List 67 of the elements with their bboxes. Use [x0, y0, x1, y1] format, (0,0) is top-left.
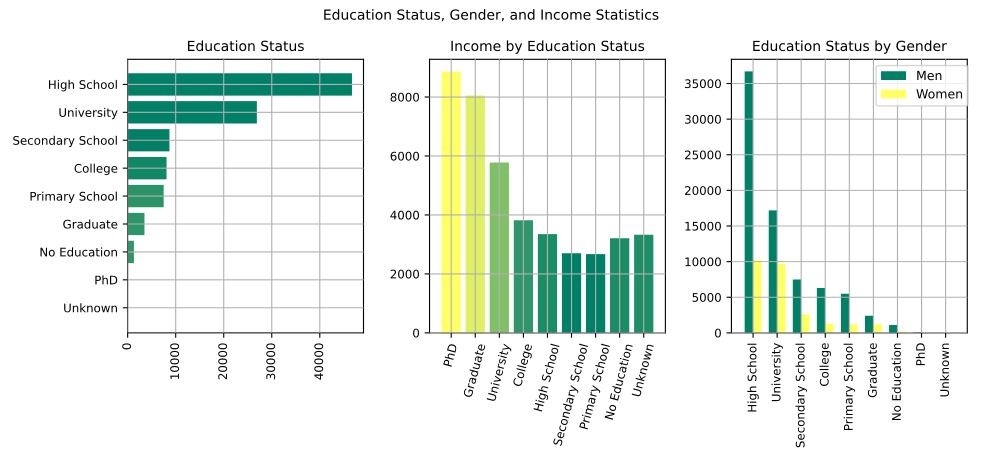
x-tick-label: College [820, 343, 831, 386]
y-tick-label: 5000 [692, 292, 721, 302]
bar [128, 101, 257, 124]
x-tick-label: PhD [916, 343, 925, 366]
bar [514, 220, 534, 333]
y-tick-label: Unknown [64, 303, 117, 312]
bar [128, 240, 134, 264]
bar [490, 162, 509, 333]
x-tick-label: 40000 [314, 343, 324, 380]
bar [562, 253, 582, 333]
bar [128, 73, 352, 96]
x-tick-label: High School [533, 344, 562, 412]
y-tick-label: 25000 [685, 150, 721, 160]
bar [610, 238, 630, 333]
bar [889, 325, 898, 333]
y-tick-label: 6000 [390, 152, 420, 161]
y-tick-label: College [74, 164, 118, 176]
y-tick-label: 35000 [685, 79, 721, 88]
bar [634, 234, 654, 333]
y-tick-label: 10000 [685, 257, 721, 266]
x-tick-label: PhD [442, 343, 458, 367]
x-tick-label: College [512, 343, 534, 388]
bar [128, 212, 144, 236]
x-tick-label: Graduate [868, 343, 877, 398]
y-tick-label: 8000 [390, 92, 420, 102]
bar [777, 264, 786, 333]
y-tick-label: Graduate [63, 220, 118, 229]
x-tick-label: Primary School [844, 344, 856, 430]
y-tick-label: High School [49, 80, 117, 92]
bar [768, 210, 778, 333]
y-tick-label: 15000 [685, 222, 721, 231]
bar [744, 71, 754, 333]
x-tick-label: 30000 [266, 343, 276, 380]
y-tick-label: PhD [95, 275, 118, 284]
bar [128, 184, 164, 208]
chart-title: Education Status by Gender [753, 40, 947, 54]
x-tick-label: University [771, 342, 783, 402]
y-tick-label: 20000 [685, 186, 721, 196]
bar [840, 294, 850, 333]
bar [466, 96, 485, 333]
y-tick-label: 4000 [390, 210, 420, 220]
bar [586, 254, 606, 333]
bar [753, 260, 762, 333]
chart-title: Education Status [188, 40, 304, 52]
y-tick-label: No Education [40, 247, 117, 257]
x-tick-label: 20000 [218, 343, 228, 380]
bar [538, 234, 558, 333]
bar [128, 156, 167, 180]
y-tick-label: 30000 [685, 114, 721, 124]
bar [442, 72, 461, 333]
y-tick-label: Primary School [30, 192, 117, 204]
x-tick-label: 0 [122, 343, 132, 350]
chart-title: Income by Education Status [451, 40, 644, 54]
x-tick-label: Unknown [940, 344, 950, 396]
y-tick-label: Secondary School [13, 136, 117, 148]
y-tick-label: 2000 [390, 270, 420, 279]
text: Education Status, Gender, and Income Statistics [324, 9, 658, 22]
legend-label: Men [917, 70, 942, 80]
bar [128, 129, 170, 152]
x-tick-label: Secondary School [796, 344, 807, 448]
y-tick-label: University [59, 108, 118, 120]
y-tick-label: 0 [714, 328, 721, 338]
y-tick-label: 0 [413, 328, 420, 338]
x-tick-label: 10000 [170, 343, 180, 379]
legend-label: Women [916, 89, 962, 99]
x-tick-label: No Education [892, 344, 901, 420]
bar [864, 316, 874, 333]
